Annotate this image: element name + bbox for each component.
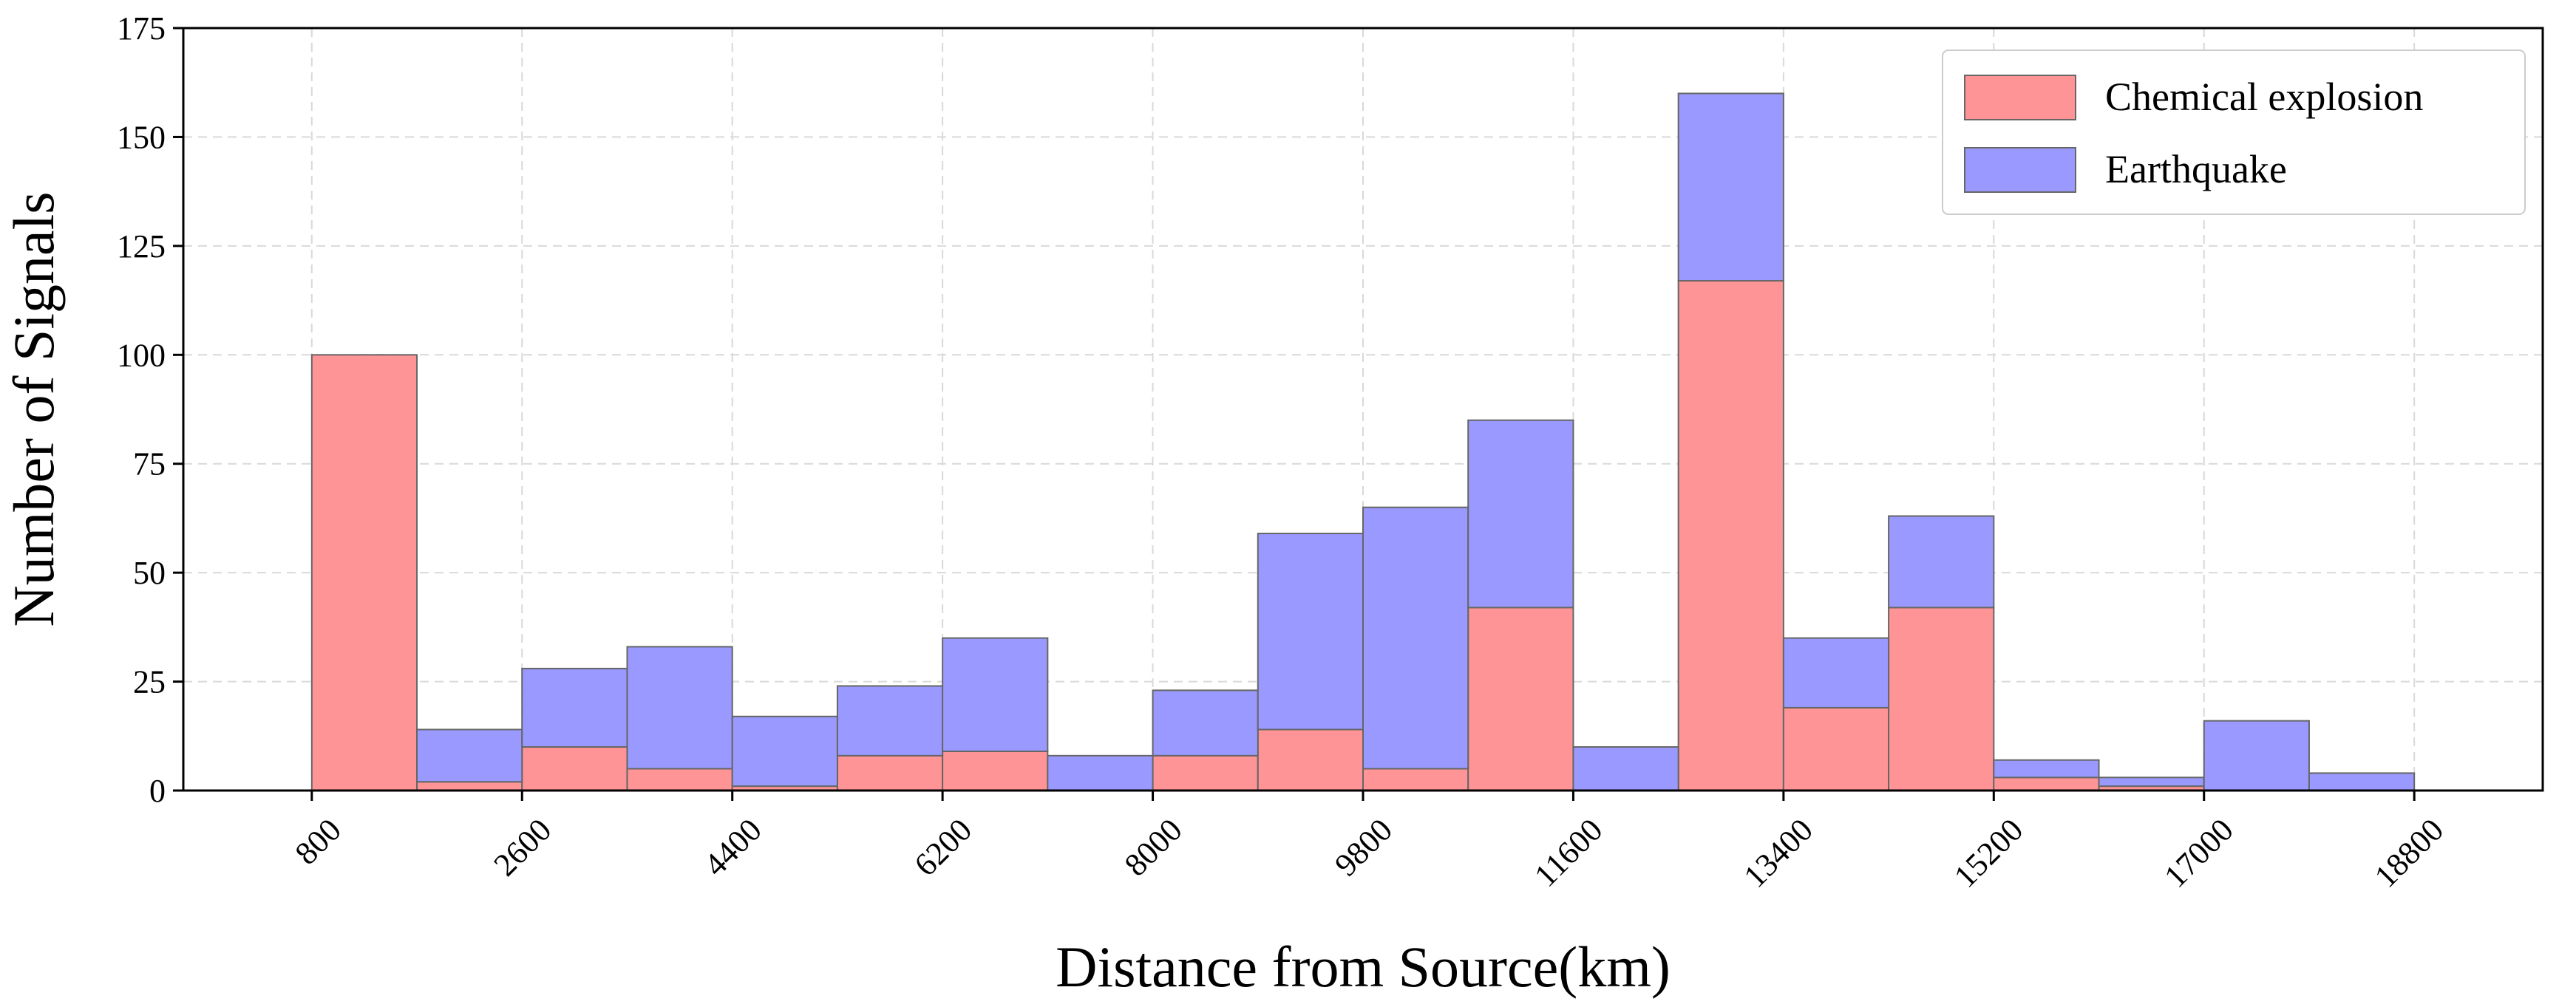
y-tick-label: 75	[133, 446, 166, 482]
bar-earthquake	[1257, 533, 1365, 731]
bar-chemical-explosion	[836, 754, 944, 792]
y-tick-label: 175	[117, 10, 166, 47]
legend: Chemical explosion Earthquake	[1942, 50, 2526, 215]
bar-chemical-explosion	[310, 354, 418, 791]
bar-earthquake	[1152, 689, 1259, 757]
bar-earthquake	[836, 685, 944, 757]
legend-label-chemical-explosion: Chemical explosion	[2105, 75, 2423, 119]
bar-chemical-explosion	[626, 768, 733, 791]
bar-earthquake	[521, 667, 628, 748]
bar-earthquake	[1572, 746, 1679, 791]
y-axis-title: Number of Signals	[1, 191, 66, 627]
bar-earthquake	[2203, 720, 2310, 791]
bar-earthquake	[1467, 419, 1574, 609]
legend-label-earthquake: Earthquake	[2105, 147, 2287, 191]
bar-earthquake	[1888, 515, 1995, 609]
legend-box	[1942, 50, 2526, 215]
bar-chemical-explosion	[1152, 754, 1259, 792]
bar-chemical-explosion	[942, 750, 1049, 792]
bar-chemical-explosion	[521, 746, 628, 791]
bar-earthquake	[2098, 776, 2205, 788]
x-axis-title: Distance from Source(km)	[1056, 935, 1671, 999]
bar-earthquake	[1677, 92, 1784, 282]
bar-earthquake	[942, 637, 1049, 752]
bar-chemical-explosion	[1257, 728, 1365, 791]
bar-chemical-explosion	[1467, 607, 1574, 791]
y-tick-label: 125	[117, 228, 166, 264]
bar-chemical-explosion	[1782, 706, 1890, 791]
y-tick-label: 50	[133, 555, 166, 591]
y-tick-label: 0	[149, 773, 166, 809]
bar-earthquake	[1047, 754, 1154, 792]
bar-earthquake	[416, 728, 523, 783]
bar-chemical-explosion	[1677, 280, 1784, 791]
bar-chemical-explosion	[1993, 776, 2100, 792]
bars-group	[310, 92, 2416, 792]
legend-swatch-chemical-explosion	[1964, 75, 2076, 120]
legend-swatch-earthquake	[1964, 147, 2076, 193]
bar-earthquake	[1993, 759, 2100, 779]
bar-earthquake	[1362, 506, 1469, 770]
bar-earthquake	[1782, 637, 1890, 709]
y-tick-label: 100	[117, 337, 166, 373]
bar-earthquake	[626, 646, 733, 770]
bar-chemical-explosion	[1362, 768, 1469, 791]
y-tick-label: 150	[117, 119, 166, 155]
bar-earthquake	[731, 715, 838, 788]
bar-earthquake	[2308, 772, 2416, 791]
y-tick-label: 25	[133, 664, 166, 700]
y-axis-ticks: 0 25 50 75 100 125 150 175	[117, 10, 183, 809]
bar-chemical-explosion	[416, 781, 523, 791]
bar-chemical-explosion	[1888, 607, 1995, 791]
